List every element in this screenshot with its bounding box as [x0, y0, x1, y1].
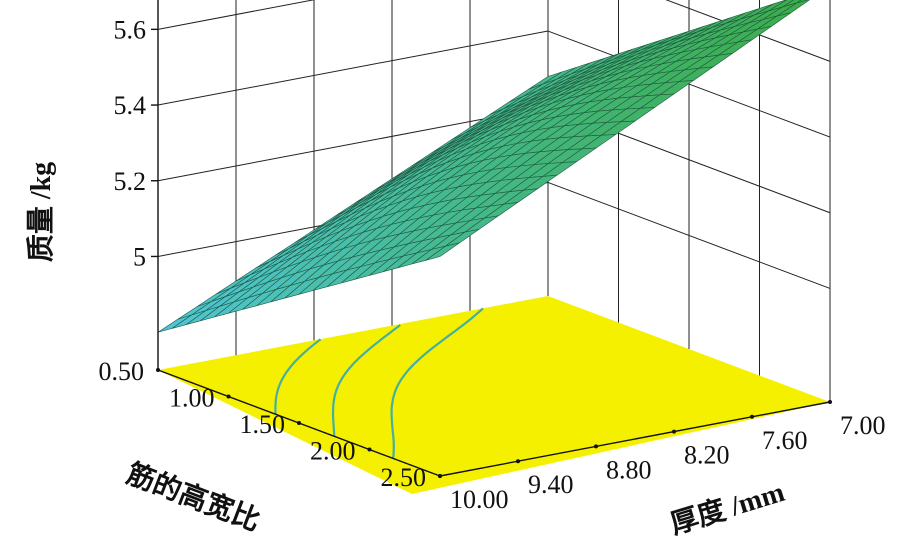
- ratio-tick-label: 2.00: [310, 437, 356, 466]
- backwall-hline: [665, 0, 831, 62]
- contour-line: [390, 307, 484, 459]
- thickness-tick-label: 7.00: [840, 411, 886, 440]
- backwall-hline: [547, 181, 831, 289]
- floor-contours: [274, 307, 484, 459]
- thickness-tick-mark: [594, 444, 598, 449]
- thickness-tick-mark: [438, 474, 442, 478]
- surface-cell: [425, 242, 460, 261]
- ratio-tick-label: 2.50: [381, 463, 427, 492]
- thickness-tick-label: 10.00: [450, 485, 509, 514]
- thickness-tick-mark: [516, 459, 520, 464]
- ratio-tick-mark: [367, 447, 372, 452]
- axes: [151, 0, 832, 478]
- contour-line: [274, 338, 322, 415]
- floor-plane: [158, 296, 830, 494]
- z-tick-label: 5.6: [114, 15, 147, 44]
- ratio-tick-mark: [226, 394, 231, 399]
- z-tick-label: 5.2: [114, 167, 147, 196]
- z-tick-label: 5: [133, 242, 146, 271]
- thickness-tick-mark: [750, 414, 754, 419]
- ratio-tick-label: 0.50: [99, 357, 145, 386]
- tick-labels: 55.25.45.65.860.501.001.502.002.507.007.…: [99, 15, 886, 514]
- ratio-tick-label: 1.00: [169, 384, 215, 413]
- leftwall-hline: [157, 0, 316, 30]
- response-surface: [157, 0, 810, 333]
- ratio-tick-mark: [156, 368, 160, 372]
- x-axis-label: 厚度 /mm: [667, 476, 789, 541]
- leftwall-hline: [157, 30, 549, 106]
- z-tick-label: 5.4: [114, 91, 147, 120]
- y-axis-label: 筋的高宽比: [122, 457, 265, 538]
- ratio-tick-mark: [297, 421, 301, 425]
- thickness-tick-label: 9.40: [528, 470, 574, 499]
- thickness-tick-mark: [828, 400, 832, 404]
- thickness-tick-label: 7.60: [762, 426, 808, 455]
- thickness-axis-line: [439, 401, 831, 477]
- thickness-tick-mark: [672, 429, 676, 434]
- thickness-tick-label: 8.20: [684, 441, 730, 470]
- contour-line: [331, 324, 401, 437]
- ratio-tick-label: 1.50: [240, 410, 286, 439]
- thickness-tick-label: 8.80: [606, 455, 652, 484]
- backwall-hline: [547, 30, 831, 138]
- z-axis-label: 质量 /kg: [25, 162, 57, 262]
